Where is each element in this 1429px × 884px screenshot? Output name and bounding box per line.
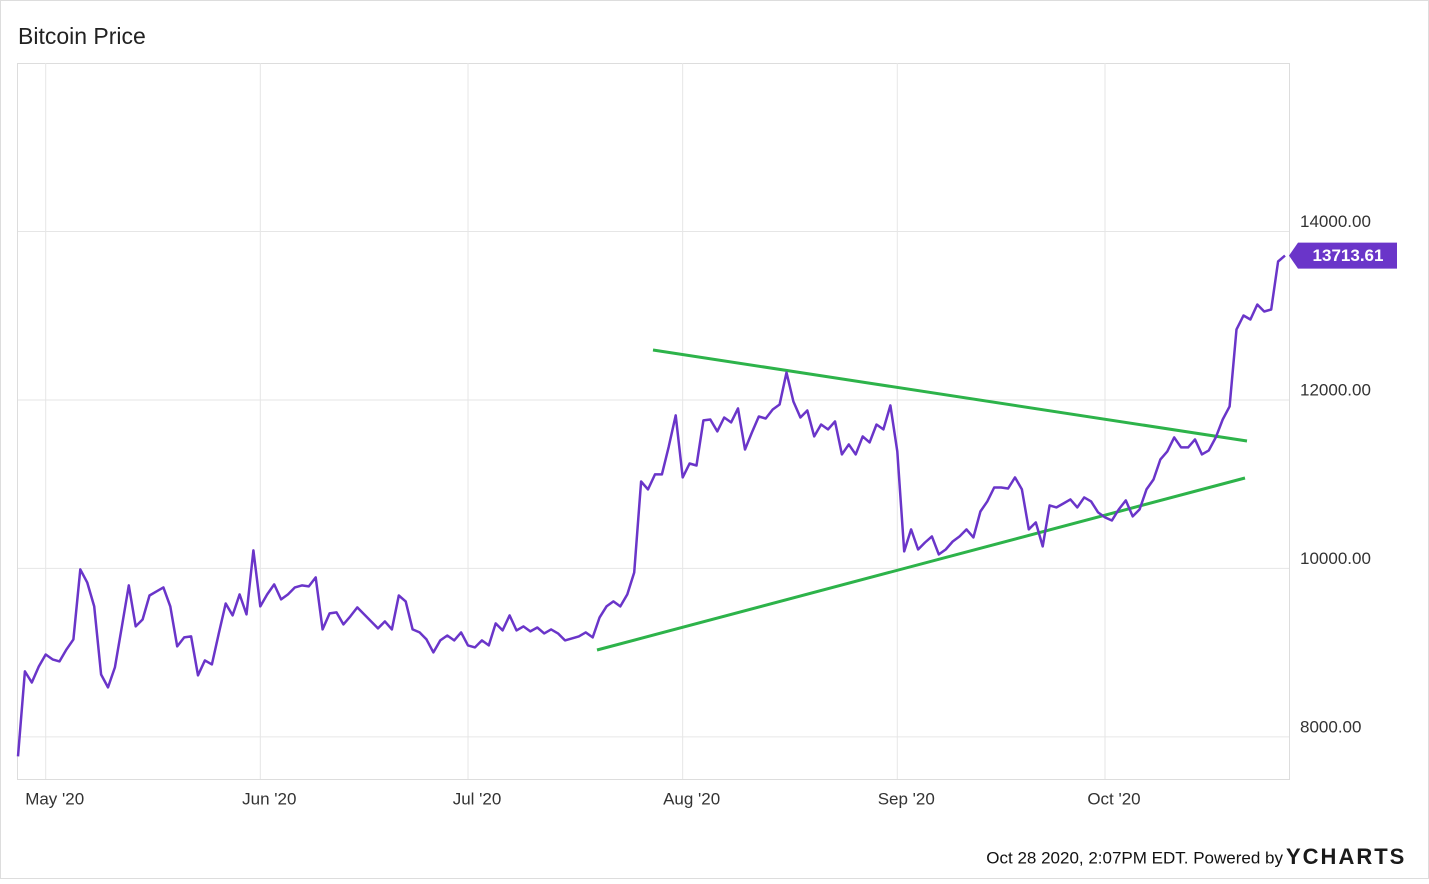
x-tick-label: Oct '20	[1087, 789, 1140, 808]
y-tick-label: 14000.00	[1300, 212, 1371, 231]
x-tick-label: Aug '20	[663, 789, 720, 808]
trend-line	[596, 476, 1246, 652]
value-tag	[1289, 242, 1397, 269]
y-tick-label: 10000.00	[1300, 549, 1371, 568]
x-tick-label: Jul '20	[453, 789, 502, 808]
y-tick-label: 8000.00	[1300, 717, 1361, 736]
grid	[18, 63, 1289, 779]
marks	[16, 254, 1286, 757]
plot-area	[17, 63, 1290, 780]
chart-title: Bitcoin Price	[18, 23, 146, 49]
value-label: 13713.61	[1313, 246, 1384, 265]
brand: YCHARTS	[1286, 844, 1406, 869]
footer: Oct 28 2020, 2:07PM EDT. Powered by	[986, 848, 1283, 867]
y-tick-label: 12000.00	[1300, 380, 1371, 399]
price-line	[16, 254, 1286, 757]
x-tick-label: May '20	[25, 789, 84, 808]
x-tick-label: Sep '20	[878, 789, 935, 808]
trend-line	[652, 348, 1248, 443]
x-tick-label: Jun '20	[242, 789, 296, 808]
